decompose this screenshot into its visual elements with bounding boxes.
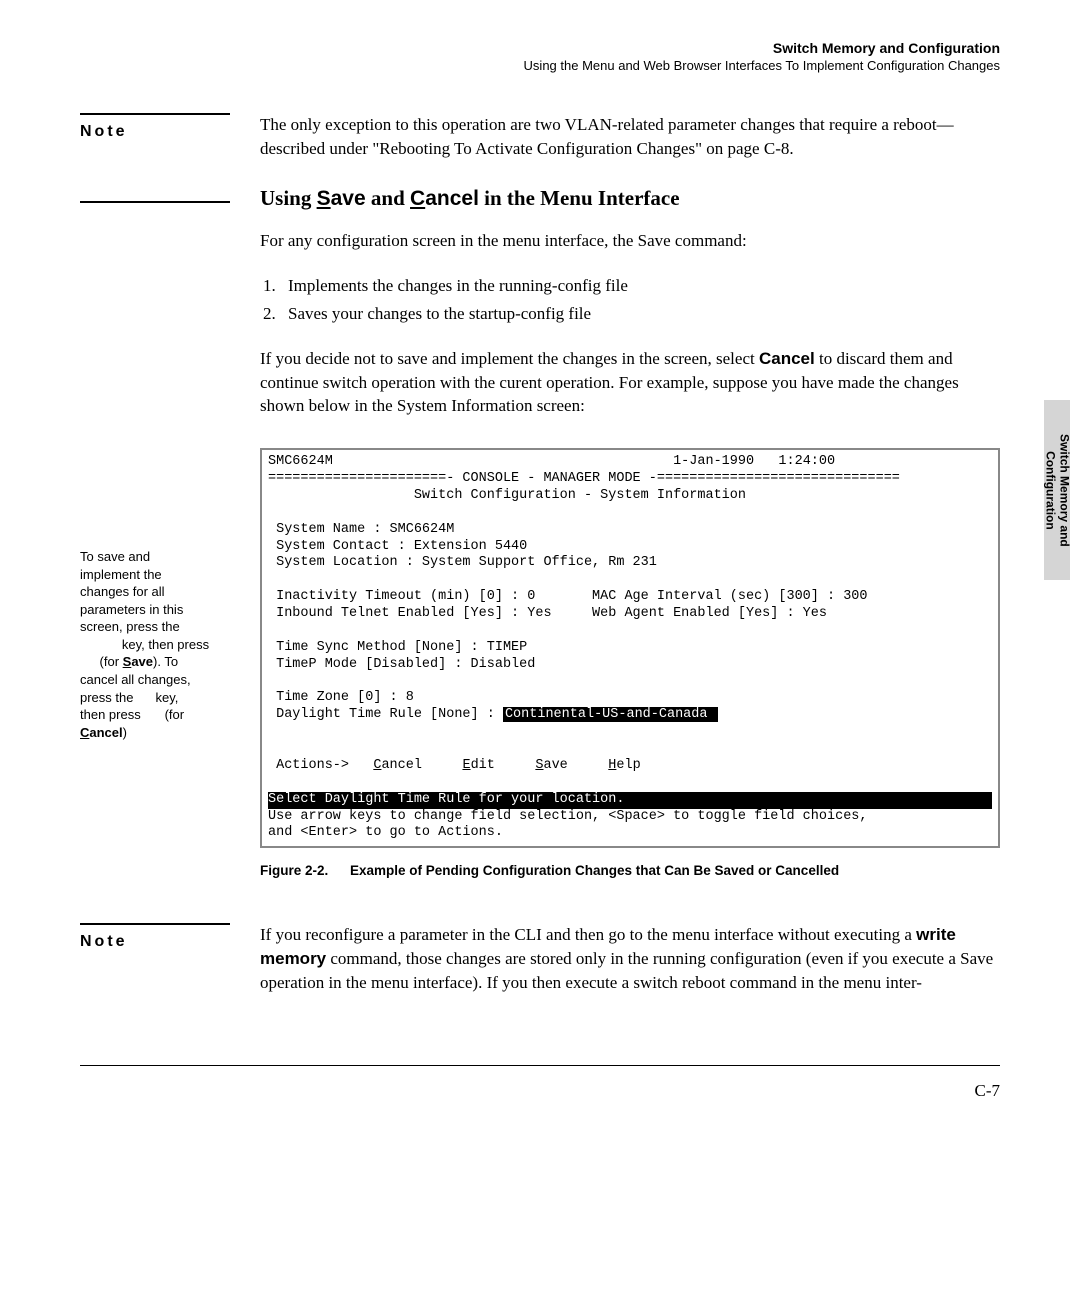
sn-l10c: (for bbox=[161, 707, 184, 722]
terminal-screenshot: SMC6624M 1-Jan-1990 1:24:00 ============… bbox=[260, 448, 1000, 848]
subsection-and: and bbox=[366, 186, 410, 210]
sn-l11b: ) bbox=[123, 725, 127, 740]
note-1-label: Note bbox=[80, 113, 230, 203]
note-2-row: Note If you reconfigure a parameter in t… bbox=[80, 923, 1000, 1014]
sn-l9a: press the bbox=[80, 690, 137, 705]
term-hint1: Select Daylight Time Rule for your locat… bbox=[268, 792, 992, 809]
sn-l9c: key, bbox=[152, 690, 179, 705]
term-syscontact: System Contact : Extension 5440 bbox=[268, 539, 527, 554]
para-2: If you decide not to save and implement … bbox=[260, 347, 1000, 418]
sn-l1: To save and bbox=[80, 549, 150, 564]
note2-a: If you reconfigure a parameter in the CL… bbox=[260, 925, 916, 944]
term-divider: ======================- CONSOLE - MANAGE… bbox=[268, 471, 900, 486]
sn-l7c: ). To bbox=[153, 654, 178, 669]
term-syslocation: System Location : System Support Office,… bbox=[268, 555, 657, 570]
note-2-label: Note bbox=[80, 923, 230, 957]
para2-cancel: Cancel bbox=[759, 349, 815, 368]
sn-l4: parameters in this bbox=[80, 602, 183, 617]
side-tab-line2: Configuration bbox=[1043, 451, 1057, 530]
term-sysname: System Name : SMC6624M bbox=[268, 522, 454, 537]
subsection-save: ave bbox=[331, 187, 366, 210]
term-telnet: Inbound Telnet Enabled [Yes] : Yes Web A… bbox=[268, 606, 827, 621]
note-1-text: The only exception to this operation are… bbox=[260, 113, 1000, 161]
term-daylight-sel: Continental-US-and-Canada bbox=[503, 707, 718, 722]
side-note: To save and implement the changes for al… bbox=[80, 448, 250, 741]
term-timep: TimeP Mode [Disabled] : Disabled bbox=[268, 657, 535, 672]
term-date: 1-Jan-1990 bbox=[673, 454, 754, 469]
term-title: Switch Configuration - System Informatio… bbox=[268, 488, 746, 503]
list-item-2: Saves your changes to the startup-config… bbox=[280, 300, 1000, 327]
terminal-row: To save and implement the changes for al… bbox=[80, 448, 1000, 913]
side-tab: Switch Memory and Configuration bbox=[1044, 400, 1070, 580]
subsection-prefix: Using bbox=[260, 186, 317, 210]
sn-l10a: then press bbox=[80, 707, 144, 722]
term-timezone: Time Zone [0] : 8 bbox=[268, 690, 414, 705]
subsection-cancel: ancel bbox=[425, 187, 479, 210]
term-daylight-a: Daylight Time Rule [None] : bbox=[268, 707, 503, 722]
list-item-1: Implements the changes in the running-co… bbox=[280, 272, 1000, 299]
sn-l7b: (for bbox=[96, 654, 123, 669]
term-hint2: Use arrow keys to change field selection… bbox=[268, 809, 868, 824]
numbered-list: Implements the changes in the running-co… bbox=[280, 272, 1000, 326]
sn-l8: cancel all changes, bbox=[80, 672, 191, 687]
page-header: Switch Memory and Configuration Using th… bbox=[80, 40, 1000, 73]
sn-l6b: key, then press bbox=[118, 637, 209, 652]
subsection-suffix: in the Menu Interface bbox=[479, 186, 680, 210]
term-inactivity: Inactivity Timeout (min) [0] : 0 MAC Age… bbox=[268, 589, 868, 604]
para2-a: If you decide not to save and implement … bbox=[260, 349, 759, 368]
figure-caption: Figure 2-2. Example of Pending Configura… bbox=[260, 863, 1000, 878]
sn-l2: implement the bbox=[80, 567, 162, 582]
figure-num: Figure 2-2. bbox=[260, 863, 350, 878]
header-title: Switch Memory and Configuration bbox=[80, 40, 1000, 56]
intro-text: For any configuration screen in the menu… bbox=[260, 229, 1000, 253]
subsection-title: Using Save and Cancel in the Menu Interf… bbox=[260, 186, 1000, 211]
term-device: SMC6624M bbox=[268, 454, 333, 469]
note-2-text: If you reconfigure a parameter in the CL… bbox=[260, 923, 1000, 994]
term-hint3: and <Enter> to go to Actions. bbox=[268, 825, 503, 840]
figure-text: Example of Pending Configuration Changes… bbox=[350, 863, 839, 878]
footer-rule bbox=[80, 1065, 1000, 1066]
term-timesync: Time Sync Method [None] : TIMEP bbox=[268, 640, 527, 655]
header-subtitle: Using the Menu and Web Browser Interface… bbox=[80, 58, 1000, 73]
note-1-row: Note The only exception to this operatio… bbox=[80, 113, 1000, 438]
sn-l3: changes for all bbox=[80, 584, 165, 599]
page-number: C-7 bbox=[80, 1081, 1000, 1101]
sn-l5: screen, press the bbox=[80, 619, 180, 634]
term-time: 1:24:00 bbox=[778, 454, 835, 469]
side-tab-line1: Switch Memory and bbox=[1057, 434, 1071, 547]
note2-b: command, those changes are stored only i… bbox=[260, 949, 993, 992]
